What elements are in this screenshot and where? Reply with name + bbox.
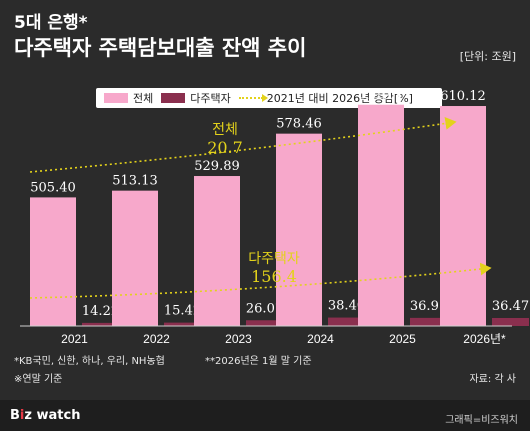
data-label-multi-2: 26.07 (246, 301, 283, 316)
bar-total-5 (440, 106, 486, 326)
bar-multi-2 (246, 320, 283, 326)
bar-multi-5 (492, 317, 529, 326)
data-label-total-1: 513.13 (112, 174, 158, 189)
legend: 전체 다주택자 2021년 대비 2026년 증감[%] (96, 88, 442, 108)
bar-total-0 (30, 197, 76, 326)
legend-swatch-total (104, 93, 128, 103)
chart-title: 5대 은행* 다주택자 주택담보대출 잔액 추이 (14, 12, 306, 62)
data-label-multi-3: 38.40 (328, 299, 365, 314)
x-tick-label-1: 2022 (143, 332, 170, 346)
bar-total-4 (358, 104, 404, 326)
title-line-2: 다주택자 주택담보대출 잔액 추이 (14, 36, 307, 60)
data-label-total-4: 611.61 (358, 88, 404, 103)
growth-arrow-multi (29, 262, 492, 299)
x-tick-label-2: 2023 (225, 332, 252, 346)
bar-total-3 (276, 133, 322, 326)
data-label-multi-4: 36.95 (410, 299, 447, 314)
data-label-total-0: 505.40 (30, 180, 76, 195)
growth-arrow-total (29, 117, 457, 173)
bar-multi-1 (164, 322, 201, 326)
bar-chart: 505.40 14.22 2021 513.13 15.42 2022 529.89 26.0… (20, 88, 529, 346)
bar-multi-4 (410, 317, 447, 326)
title-line-1: 5대 은행* (14, 13, 88, 33)
graphic-credit: 그래픽=비즈워치 (445, 415, 518, 426)
data-label-total-3: 578.46 (276, 117, 322, 132)
data-label-total-5: 610.12 (440, 89, 486, 104)
unit-label: [단위: 조원] (459, 50, 516, 63)
data-label-multi-1: 15.42 (164, 304, 201, 319)
x-tick-label-0: 2021 (61, 332, 88, 346)
bar-multi-3 (328, 317, 365, 326)
annotation-label-multi: 다주택자 (248, 251, 300, 267)
legend-label-total: 전체 (133, 92, 154, 105)
legend-item-growth: 2021년 대비 2026년 증감[%] (238, 90, 413, 106)
x-tick-label-3: 2024 (307, 332, 334, 346)
bar-total-1 (112, 190, 158, 326)
data-label-total-2: 529.89 (194, 159, 240, 174)
brand-logo: Biz watch (10, 408, 81, 423)
legend-swatch-multi (161, 93, 186, 103)
legend-item-multi: 다주택자 (161, 90, 231, 106)
legend-label-multi: 다주택자 (190, 92, 231, 105)
legend-item-total: 전체 (104, 90, 153, 106)
x-tick-label-4: 2025 (389, 332, 416, 346)
note-yearend: ※연말 기준 (14, 374, 63, 385)
footer-bar (0, 400, 530, 431)
note-banks: *KB국민, 신한, 하나, 우리, NH농협 (14, 356, 165, 367)
annotation-label-total: 전체 (212, 122, 238, 138)
x-tick-label-5: 2026년* (463, 332, 506, 346)
legend-growth-arrow-icon (238, 94, 268, 102)
note-basis: **2026년은 1월 말 기준 (205, 356, 312, 367)
note-source: 자료: 각 사 (469, 374, 516, 385)
bar-total-2 (194, 176, 240, 326)
data-label-multi-5: 36.47 (492, 299, 529, 314)
bar-multi-0 (82, 322, 119, 326)
annotation-value-total: 20.7 (207, 138, 243, 157)
legend-label-growth: 2021년 대비 2026년 증감[%] (266, 92, 413, 105)
annotation-value-multi: 156.4 (251, 267, 297, 286)
data-label-multi-0: 14.22 (82, 304, 119, 319)
